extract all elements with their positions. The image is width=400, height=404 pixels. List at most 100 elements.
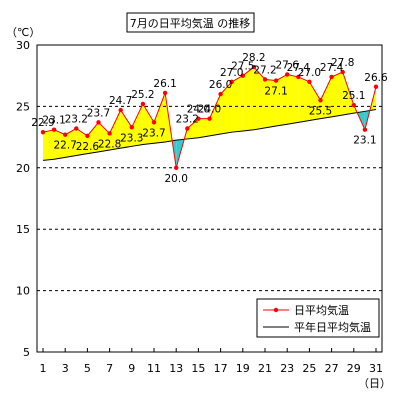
fill-segment [43, 129, 55, 161]
x-tick-label: 27 [325, 362, 339, 375]
data-point [140, 101, 146, 107]
data-label: 27.4 [287, 62, 311, 74]
data-point [218, 91, 223, 97]
data-point [96, 120, 101, 125]
x-tick-label: 5 [84, 362, 91, 375]
data-point [151, 120, 157, 125]
data-point [251, 64, 257, 70]
normal-temperature-line [42, 108, 377, 161]
data-label: 25.2 [131, 89, 154, 101]
plot-frame [36, 44, 383, 353]
data-label: 27.2 [253, 64, 276, 76]
fill-segment [253, 67, 265, 130]
x-tick-label: 21 [258, 362, 272, 375]
data-label: 20.0 [165, 173, 188, 185]
data-label: 22.9 [31, 117, 54, 129]
fill-segment [120, 110, 132, 149]
y-axis-unit: （℃） [6, 26, 40, 39]
fill-segment [109, 110, 121, 150]
data-label: 27.1 [264, 86, 287, 98]
fill-segment [242, 67, 254, 131]
data-label: 27.8 [331, 57, 354, 69]
y-tick-label: 15 [16, 223, 30, 236]
data-point [107, 131, 112, 136]
data-label: 27.6 [276, 59, 300, 71]
x-tick-label: 31 [369, 362, 383, 375]
x-tick-label: 9 [128, 362, 135, 375]
fill-segment [309, 81, 321, 121]
data-point [307, 79, 312, 85]
fill-segment [76, 128, 88, 156]
fill-segment [54, 129, 66, 160]
data-point [118, 107, 123, 113]
data-point [273, 78, 279, 83]
x-axis-ticks: 1 3 5 7 9 11 13 15 17 19 21 23 25 27 29 31 [40, 348, 383, 375]
fill-segment [320, 76, 332, 119]
fill-segment [154, 92, 166, 144]
fill-segment [231, 75, 243, 133]
x-tick-label: 23 [280, 362, 294, 375]
x-tick-label: 15 [191, 362, 205, 375]
data-label: 28.2 [242, 52, 265, 64]
fill-segment [220, 81, 232, 135]
data-point [129, 125, 134, 130]
x-tick-label: 29 [347, 362, 361, 375]
data-label: 27.4 [320, 62, 344, 74]
fill-segment [331, 72, 343, 117]
data-point [74, 126, 79, 131]
data-label: 26.0 [209, 79, 232, 91]
data-label: 23.1 [353, 135, 376, 147]
fill-segment [298, 76, 310, 123]
y-tick-label: 10 [16, 285, 30, 298]
data-label: 25.1 [342, 90, 365, 102]
legend-daily-marker [273, 307, 279, 313]
x-tick-label: 1 [40, 362, 47, 375]
data-label: 27.5 [231, 61, 254, 73]
data-label: 23.7 [142, 127, 165, 139]
data-point [207, 116, 212, 121]
data-point [318, 98, 323, 103]
data-label: 23.2 [65, 114, 88, 126]
data-label: 26.1 [153, 78, 176, 90]
fill-segment [187, 118, 199, 139]
data-label: 22.6 [76, 141, 100, 153]
y-tick-label: 25 [16, 100, 30, 113]
data-label: 25.5 [309, 105, 332, 117]
data-point [262, 77, 268, 82]
data-label: 24.0 [198, 104, 221, 116]
legend-box [256, 298, 380, 338]
x-tick-label: 25 [302, 362, 316, 375]
data-point [340, 69, 345, 75]
data-point [362, 127, 368, 132]
fill-segment [131, 103, 143, 147]
data-label: 22.7 [54, 140, 77, 152]
title-box [126, 12, 255, 33]
data-point [162, 90, 168, 96]
data-point [296, 74, 301, 80]
deviation-fills [43, 67, 376, 168]
legend-normal-label: 平年日平均気温 [294, 320, 371, 334]
y-tick-label: 30 [16, 39, 30, 52]
y-axis-ticks: 5 10 15 20 25 30 [16, 39, 30, 359]
data-point [85, 133, 90, 139]
x-tick-label: 13 [169, 362, 183, 375]
data-points [40, 64, 379, 170]
data-labels: 22.923.122.723.222.623.722.824.723.325.2… [31, 52, 388, 185]
fill-segment [276, 74, 288, 127]
fill-segment [265, 79, 277, 128]
x-tick-label: 11 [147, 362, 161, 375]
data-label: 23.7 [87, 107, 110, 119]
data-point [240, 73, 245, 78]
x-tick-label: 3 [62, 362, 69, 375]
fill-segment [342, 72, 354, 115]
data-point [351, 102, 356, 108]
y-tick-label: 20 [16, 162, 30, 175]
data-label: 26.6 [364, 72, 388, 84]
x-tick-label: 17 [214, 362, 228, 375]
y-tick-label: 5 [23, 346, 30, 359]
fill-segment [98, 122, 110, 152]
data-point [40, 129, 46, 135]
data-point [62, 132, 68, 137]
